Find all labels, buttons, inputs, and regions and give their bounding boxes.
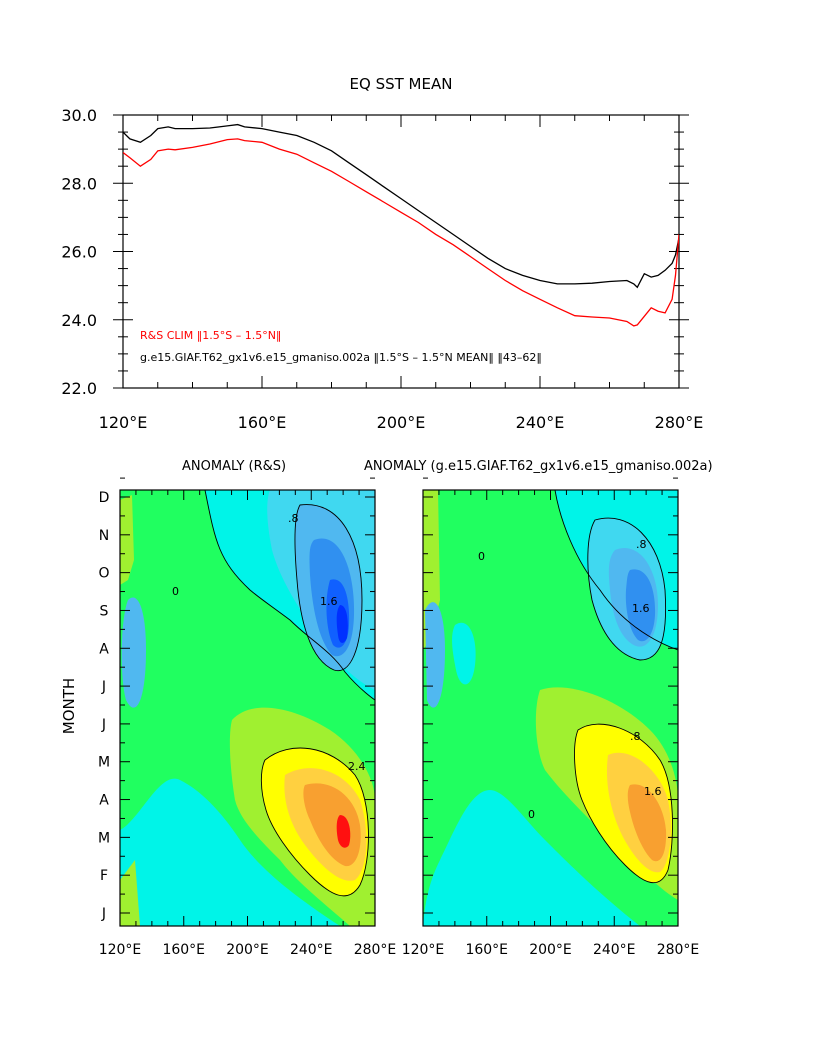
month-tick-label: M [98, 755, 110, 771]
sst-y-tick-label: 30.0 [61, 106, 97, 125]
sst-x-tick-label: 200°E [377, 413, 426, 432]
sst-y-tick-label: 24.0 [61, 311, 97, 330]
month-tick-label: O [98, 566, 109, 582]
model-cyan-left [425, 602, 445, 708]
heat-x-tick-label: 280°E [354, 942, 397, 958]
sst-y-tick-label: 26.0 [61, 243, 97, 262]
legend-entry-model: g.e15.GIAF.T62_gx1v6.e15_gmaniso.002a ‖1… [140, 351, 542, 364]
heat-x-tick-label: 200°E [529, 942, 572, 958]
month-tick-label: D [99, 490, 110, 506]
contour-label-rs-08: .8 [288, 512, 299, 525]
heat-x-tick-label: 240°E [593, 942, 636, 958]
month-tick-label: J [101, 679, 106, 695]
month-tick-label: A [99, 641, 109, 657]
heat-x-tick-label: 280°E [657, 942, 700, 958]
sst-y-tick-label: 28.0 [61, 174, 97, 193]
rs-contour-zero [204, 490, 375, 701]
contour-label-model-0: 0 [478, 550, 485, 563]
model-contour-pos [574, 723, 673, 884]
heat-x-tick-label: 240°E [290, 942, 333, 958]
sst-x-tick-label: 240°E [516, 413, 565, 432]
sst-mean-chart: EQ SST MEAN 120°E 160°E 200°E 240°E 280°E 22.… [61, 75, 703, 432]
contour-label-model-16b: 1.6 [644, 785, 662, 798]
rs-negative-core [336, 605, 348, 643]
model-contour-neg [587, 517, 667, 661]
contour-label-rs-0: 0 [172, 585, 179, 598]
contour-label-model-0b: 0 [528, 808, 535, 821]
series-line-rs-clim [123, 138, 679, 327]
month-tick-label: J [101, 717, 106, 733]
heat-x-tick-label: 120°E [402, 942, 445, 958]
heat-x-tick-label: 160°E [465, 942, 508, 958]
sst-x-tick-label: 120°E [99, 413, 148, 432]
series-line-model [123, 123, 679, 289]
contour-label-model-16: 1.6 [632, 602, 650, 615]
contour-label-model-08: .8 [636, 538, 647, 551]
anomaly-model-panel: ANOMALY (g.e15.GIAF.T62_gx1v6.e15_gmanis… [364, 459, 713, 958]
rs-contour-neg [294, 504, 363, 672]
legend-entry-rs-clim: R&S CLIM ‖1.5°S – 1.5°N‖ [140, 329, 281, 342]
sst-x-tick-label: 160°E [238, 413, 287, 432]
month-tick-label: J [101, 906, 106, 922]
sst-mean-title: EQ SST MEAN [350, 75, 453, 93]
rs-cyan-patch-left [121, 597, 146, 708]
sst-plot-frame [122, 114, 680, 389]
anomaly-rs-panel: ANOMALY (R&S) MONTH [60, 459, 396, 958]
heat-x-tick-label: 160°E [162, 942, 205, 958]
month-tick-label: F [100, 868, 108, 884]
anomaly-model-ticks: 120°E 160°E 200°E 240°E 280°E [402, 477, 700, 958]
sst-y-tick-label: 22.0 [61, 379, 97, 398]
contour-label-model-08b: .8 [630, 730, 641, 743]
month-axis-label: MONTH [60, 678, 78, 734]
month-tick-label: M [98, 830, 110, 846]
contour-label-rs-16: 1.6 [320, 595, 338, 608]
anomaly-rs-ticks: 120°E 160°E 200°E 240°E 280°E J F M A M J J A S O N D [98, 477, 397, 958]
anomaly-model-title: ANOMALY (g.e15.GIAF.T62_gx1v6.e15_gmanis… [364, 459, 713, 474]
contour-label-rs-24: 2.4 [348, 760, 366, 773]
month-tick-label: A [99, 793, 109, 809]
rs-contour-pos [260, 747, 369, 897]
sst-x-tick-label: 280°E [655, 413, 704, 432]
month-tick-label: N [99, 528, 109, 544]
heat-x-tick-label: 120°E [99, 942, 142, 958]
model-positive-core [627, 784, 667, 862]
sst-axis-ticks: 120°E 160°E 200°E 240°E 280°E 22.0 24.0 26.0 28.… [61, 106, 703, 432]
model-cyan-patch [452, 622, 476, 685]
model-negative-lobe-3 [625, 569, 656, 642]
month-tick-label: S [100, 603, 109, 619]
sst-series-group [123, 123, 679, 327]
sst-legend: R&S CLIM ‖1.5°S – 1.5°N‖ g.e15.GIAF.T62_… [140, 329, 542, 364]
rs-lime-strip-2 [120, 860, 140, 926]
rs-lime-strip [120, 495, 134, 585]
model-contour-zero [554, 490, 678, 651]
rs-positive-core [336, 815, 351, 848]
heat-x-tick-label: 200°E [226, 942, 269, 958]
anomaly-rs-title: ANOMALY (R&S) [182, 459, 286, 474]
